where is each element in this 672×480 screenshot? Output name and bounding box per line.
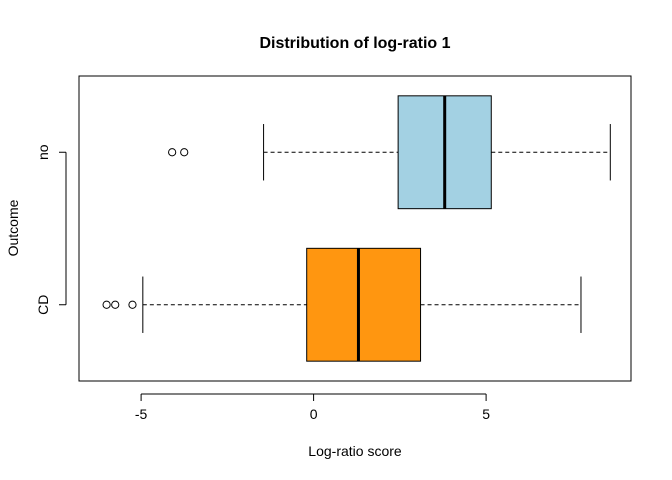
outlier-point-cd-2 bbox=[111, 300, 120, 309]
outlier-point-no-1 bbox=[168, 148, 177, 157]
chart-title: Distribution of log-ratio 1 bbox=[259, 35, 450, 52]
y-axis: CD no bbox=[35, 144, 67, 315]
outlier-point-cd-1 bbox=[102, 300, 111, 309]
x-axis-label: Log-ratio score bbox=[308, 443, 402, 459]
boxes-layer bbox=[102, 95, 611, 362]
box-group-no bbox=[168, 95, 611, 210]
y-tick-label: no bbox=[35, 144, 51, 160]
x-tick-label: -5 bbox=[135, 406, 148, 422]
x-tick-label: 0 bbox=[310, 406, 318, 422]
y-tick-label: CD bbox=[35, 295, 51, 315]
box-cd bbox=[306, 247, 422, 362]
x-tick-label: 5 bbox=[482, 406, 490, 422]
outlier-point-no-2 bbox=[180, 148, 189, 157]
box-group-cd bbox=[102, 247, 582, 362]
y-axis-label: Outcome bbox=[5, 199, 21, 256]
outlier-point-cd-3 bbox=[128, 300, 137, 309]
plot-frame bbox=[78, 75, 632, 382]
x-axis: -5 0 5 bbox=[135, 393, 490, 422]
